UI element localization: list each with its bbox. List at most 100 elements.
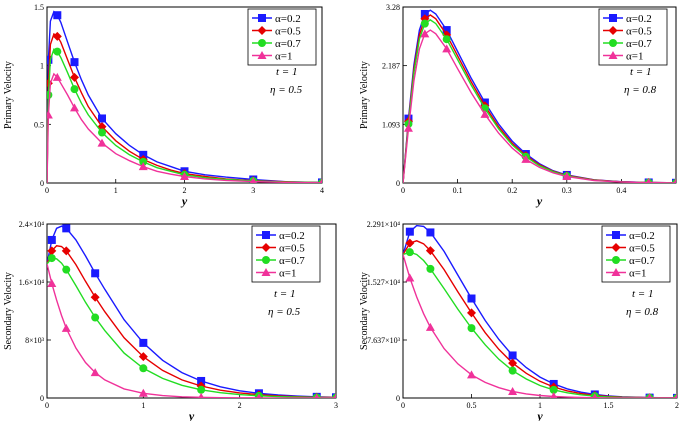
legend-label: α=0.5: [629, 243, 655, 255]
data-point-marker: [426, 228, 435, 237]
y-tick-label: 1.5: [34, 3, 44, 12]
data-point-marker: [90, 292, 100, 302]
x-tick-label: 0.2: [507, 186, 517, 195]
y-axis-label: Secondary Velocity: [3, 272, 14, 350]
data-point-marker: [442, 26, 451, 35]
y-tick-label: 0: [40, 179, 44, 188]
data-point-marker: [420, 29, 430, 38]
legend-marker: [609, 14, 617, 22]
legend-marker: [261, 268, 271, 276]
data-point-marker: [61, 323, 71, 332]
y-tick-label: 1.093: [382, 120, 400, 129]
y-axis-label: Primary Velocity: [3, 61, 14, 129]
legend-label: α=0.2: [279, 230, 305, 242]
data-point-marker: [480, 109, 490, 118]
data-point-marker: [508, 386, 518, 395]
data-point-marker: [139, 338, 148, 347]
x-tick-label: 0.3: [562, 186, 572, 195]
y-tick-label: 1.6×10⁴: [19, 278, 45, 287]
data-point-marker: [62, 265, 71, 274]
x-tick-label: 0: [45, 186, 49, 195]
data-point-marker: [52, 31, 62, 41]
data-point-marker: [139, 150, 148, 159]
x-axis-label: y: [187, 409, 195, 421]
data-point-marker: [90, 368, 100, 377]
data-point-marker: [97, 138, 107, 147]
y-tick-label: 3.28: [386, 3, 400, 12]
data-point-marker: [673, 178, 676, 183]
legend-marker: [608, 51, 618, 59]
x-tick-label: 3: [334, 401, 338, 410]
legend-label: α=0.7: [626, 38, 652, 50]
legend: α=0.2α=0.5α=0.7α=1: [247, 8, 317, 66]
x-tick-label: 0: [45, 401, 49, 410]
legend-marker: [612, 256, 620, 264]
annotation-time: t = 1: [276, 66, 297, 78]
data-point-marker: [98, 114, 106, 123]
data-point-marker: [420, 9, 429, 18]
data-point-marker: [442, 35, 451, 44]
legend-label: α=0.2: [629, 230, 655, 242]
data-point-marker: [426, 264, 435, 273]
x-tick-label: 2: [238, 401, 242, 410]
legend-label: α=1: [279, 268, 296, 280]
x-tick-label: 0.5: [467, 401, 477, 410]
legend-label: α=0.2: [626, 13, 652, 25]
legend-marker: [258, 14, 266, 22]
data-point-marker: [405, 227, 414, 236]
data-point-marker: [53, 47, 62, 56]
annotation-eta: η = 0.8: [626, 306, 659, 318]
y-tick-label: 1.527×10⁴: [367, 278, 401, 287]
y-tick-label: 0: [396, 179, 400, 188]
x-tick-label: 1.5: [604, 401, 614, 410]
data-point-marker: [47, 246, 57, 256]
data-point-marker: [256, 393, 262, 398]
y-axis-label: Primary Velocity: [359, 61, 370, 129]
legend-label: α=1: [626, 51, 643, 63]
data-point-marker: [467, 370, 476, 379]
legend-label: α=0.7: [279, 255, 305, 267]
legend-marker: [257, 51, 267, 59]
data-point-marker: [562, 172, 572, 181]
x-tick-label: 4: [320, 186, 324, 195]
legend-label: α=0.5: [626, 26, 652, 38]
data-point-marker: [70, 72, 79, 82]
annotation-time: t = 1: [630, 66, 651, 78]
legend-label: α=1: [629, 268, 646, 280]
y-tick-label: 0.5: [34, 120, 44, 129]
data-point-marker: [47, 110, 53, 119]
x-axis-label: y: [535, 194, 543, 208]
x-tick-label: 0: [401, 186, 405, 195]
data-point-marker: [61, 246, 71, 256]
y-tick-label: 7.637×10³: [367, 336, 401, 345]
data-point-marker: [403, 123, 413, 132]
data-point-marker: [674, 393, 677, 398]
data-point-marker: [47, 254, 56, 263]
data-point-marker: [249, 177, 257, 183]
series-group: [403, 224, 677, 398]
y-tick-label: 8×10³: [25, 336, 45, 345]
legend: α=0.2α=0.5α=0.7α=1: [601, 225, 671, 283]
data-point-marker: [139, 157, 148, 166]
y-tick-label: 2.4×10⁴: [19, 220, 45, 229]
data-point-marker: [314, 393, 320, 398]
x-axis-label: y: [180, 194, 188, 208]
annotation-time: t = 1: [632, 288, 653, 300]
data-point-marker: [139, 364, 148, 373]
x-tick-label: 1: [538, 401, 542, 410]
legend-marker: [262, 256, 270, 264]
x-tick-label: 1: [141, 401, 145, 410]
x-axis-label: y: [535, 409, 543, 421]
data-point-marker: [91, 269, 100, 278]
series-line: [47, 72, 322, 183]
data-point-marker: [592, 393, 598, 398]
data-point-marker: [70, 103, 79, 112]
legend-label: α=1: [275, 51, 292, 63]
data-point-marker: [62, 224, 71, 233]
data-point-marker: [198, 392, 205, 398]
data-point-marker: [467, 324, 476, 333]
data-point-marker: [53, 11, 62, 20]
data-point-marker: [508, 358, 518, 368]
data-point-marker: [52, 72, 62, 81]
